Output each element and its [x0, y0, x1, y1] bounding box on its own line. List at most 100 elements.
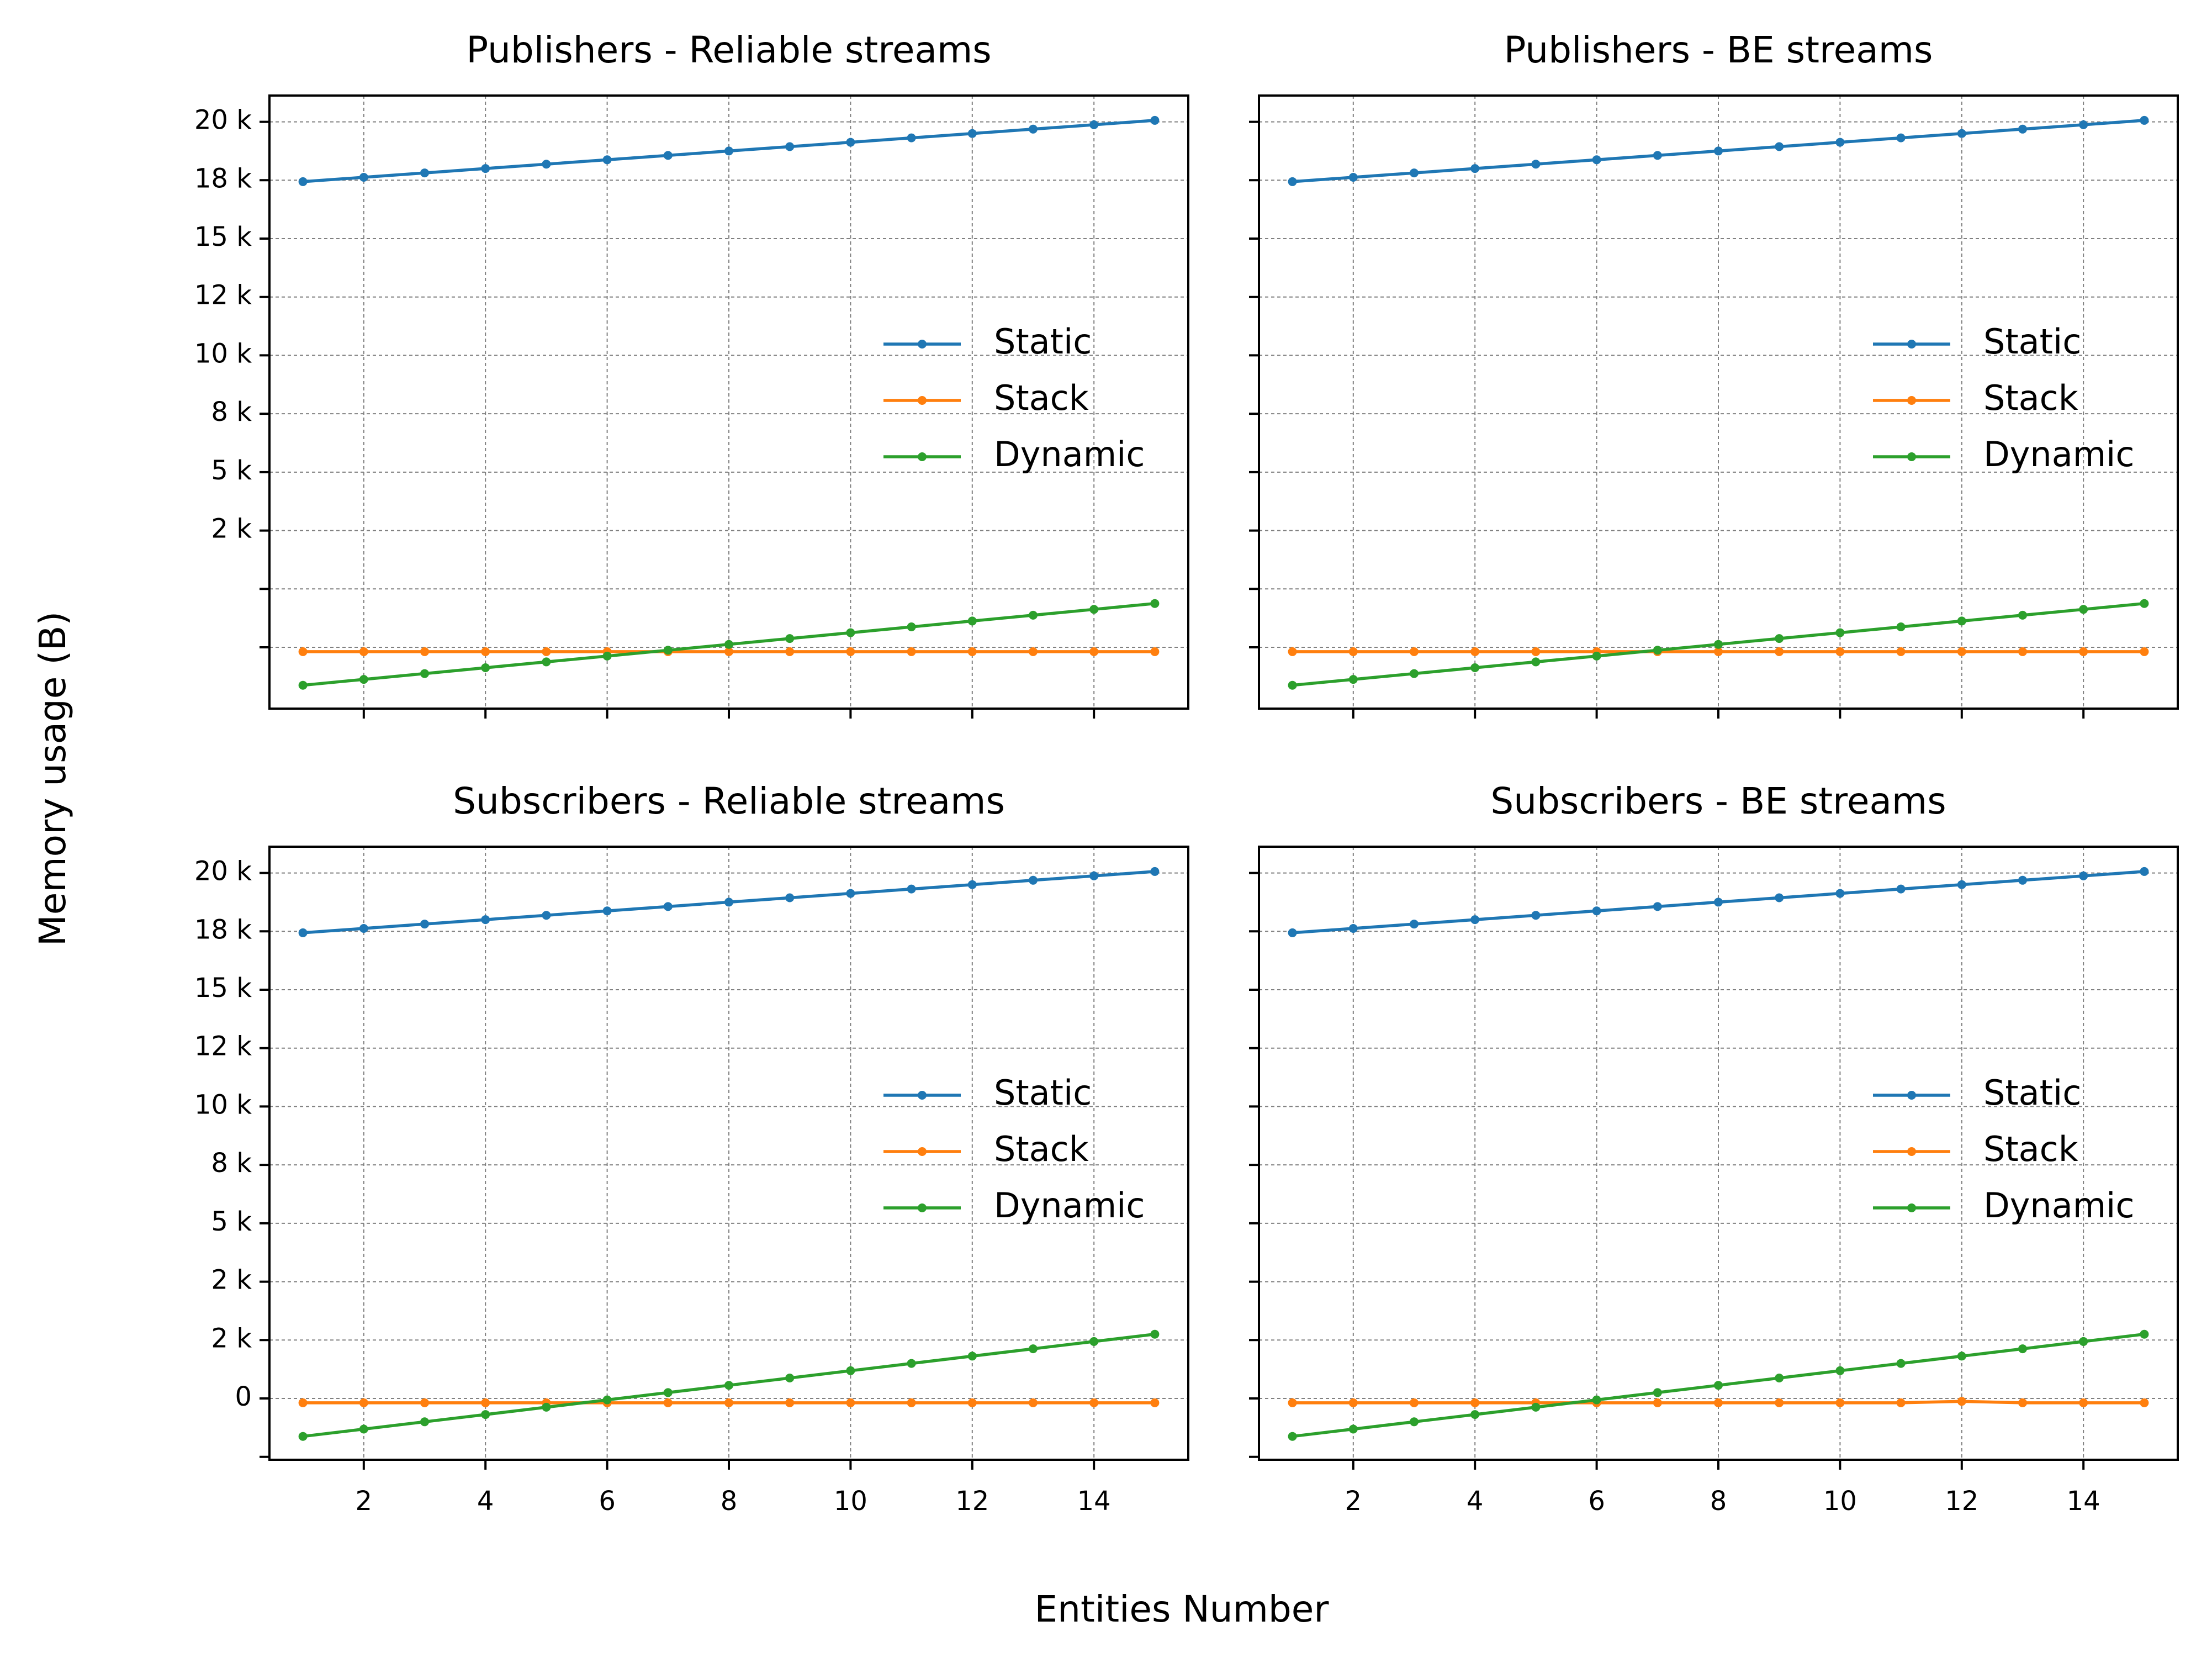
data-point-static — [1592, 906, 1601, 916]
y-tick-label: 10 k — [194, 338, 252, 369]
y-tick-label: 8 k — [211, 1148, 252, 1179]
legend-marker-dynamic — [1907, 1203, 1916, 1212]
figure-xlabel: Entities Number — [1034, 1588, 1329, 1630]
data-point-static — [785, 142, 795, 151]
data-point-stack — [846, 1398, 855, 1407]
data-point-static — [1410, 920, 1419, 929]
data-point-dynamic — [298, 680, 308, 690]
data-point-stack — [1150, 647, 1160, 656]
data-point-static — [359, 173, 368, 182]
data-point-stack — [1714, 647, 1723, 656]
y-tick-label: 20 k — [194, 105, 252, 136]
legend-marker-dynamic — [918, 452, 927, 461]
data-point-dynamic — [602, 651, 612, 661]
data-point-static — [542, 911, 551, 920]
data-point-dynamic — [1592, 1395, 1601, 1405]
x-tick-label: 8 — [721, 1486, 738, 1517]
data-point-static — [1028, 875, 1038, 885]
data-point-dynamic — [1348, 1424, 1358, 1434]
data-point-stack — [1531, 647, 1541, 656]
data-point-stack — [1470, 1398, 1480, 1407]
data-point-stack — [359, 647, 368, 656]
legend-label: Stack — [1983, 378, 2078, 418]
data-point-static — [481, 164, 490, 173]
data-point-dynamic — [1470, 663, 1480, 672]
x-tick-label: 12 — [955, 1486, 989, 1517]
data-point-stack — [298, 1398, 308, 1407]
data-point-stack — [907, 1398, 916, 1407]
data-point-stack — [420, 647, 430, 656]
data-point-stack — [2140, 1398, 2149, 1407]
data-point-static — [1470, 164, 1480, 173]
data-point-dynamic — [724, 640, 733, 649]
legend-marker-static — [918, 1091, 927, 1100]
panel-4: Subscribers - BE streams 2 4 6 8 10 12 14 Static… — [1249, 780, 2179, 1517]
data-point-static — [1592, 155, 1601, 165]
panel-title: Publishers - Reliable streams — [466, 29, 991, 71]
data-point-static — [298, 177, 308, 186]
y-tick-label: 18 k — [194, 163, 252, 194]
legend-label: Static — [994, 321, 1092, 362]
legend-label: Static — [1983, 321, 2081, 362]
data-point-stack — [2079, 1398, 2088, 1407]
data-point-static — [2140, 115, 2149, 125]
data-point-stack — [1348, 1398, 1358, 1407]
data-point-dynamic — [1714, 640, 1723, 649]
data-point-static — [1653, 902, 1662, 911]
data-point-stack — [846, 647, 855, 656]
data-point-dynamic — [1775, 634, 1784, 643]
data-point-stack — [1089, 1398, 1099, 1407]
data-point-static — [2018, 124, 2027, 134]
data-point-dynamic — [1028, 610, 1038, 620]
x-tick-label: 12 — [1945, 1486, 1978, 1517]
data-point-static — [1288, 177, 1297, 186]
data-point-stack — [1896, 647, 1906, 656]
y-tick-label: 2 k — [211, 1323, 252, 1354]
data-point-static — [1896, 133, 1906, 142]
data-point-dynamic — [359, 675, 368, 684]
data-point-static — [1089, 120, 1099, 129]
data-point-static — [1957, 129, 1966, 138]
data-point-stack — [1410, 647, 1419, 656]
data-point-dynamic — [846, 1366, 855, 1375]
data-point-dynamic — [1288, 1432, 1297, 1441]
y-tick-label: 8 k — [211, 397, 252, 427]
data-point-static — [785, 893, 795, 902]
x-tick-label: 10 — [1823, 1486, 1857, 1517]
data-point-static — [1714, 146, 1723, 156]
data-point-dynamic — [1896, 622, 1906, 631]
data-point-static — [602, 155, 612, 165]
data-point-dynamic — [359, 1424, 368, 1434]
data-point-static — [1348, 173, 1358, 182]
legend-marker-stack — [1907, 396, 1916, 405]
data-point-stack — [724, 1398, 733, 1407]
legend-marker-static — [918, 340, 927, 349]
x-tick-label: 2 — [1345, 1486, 1362, 1517]
data-point-static — [1714, 898, 1723, 907]
data-point-dynamic — [1835, 628, 1845, 637]
data-point-static — [1775, 142, 1784, 151]
data-point-static — [481, 915, 490, 925]
data-point-dynamic — [785, 1374, 795, 1382]
data-point-static — [663, 902, 673, 911]
data-point-stack — [1089, 647, 1099, 656]
data-point-dynamic — [1470, 1410, 1480, 1419]
data-point-dynamic — [2140, 1329, 2149, 1339]
data-point-stack — [1653, 1398, 1662, 1407]
data-point-static — [1410, 168, 1419, 178]
data-point-stack — [1028, 1398, 1038, 1407]
data-point-dynamic — [1410, 669, 1419, 678]
data-point-dynamic — [1957, 1351, 1966, 1361]
data-point-dynamic — [1089, 1337, 1099, 1346]
data-point-dynamic — [1896, 1359, 1906, 1368]
x-tick-label: 14 — [2067, 1486, 2100, 1517]
data-point-dynamic — [1775, 1374, 1784, 1382]
y-tick-label: 15 k — [194, 221, 252, 252]
data-point-static — [420, 920, 430, 929]
legend-marker-stack — [918, 396, 927, 405]
y-tick-label: 12 k — [194, 1031, 252, 1062]
data-point-static — [2018, 875, 2027, 885]
legend-marker-stack — [918, 1147, 927, 1156]
data-point-stack — [481, 647, 490, 656]
data-point-dynamic — [967, 1351, 977, 1361]
